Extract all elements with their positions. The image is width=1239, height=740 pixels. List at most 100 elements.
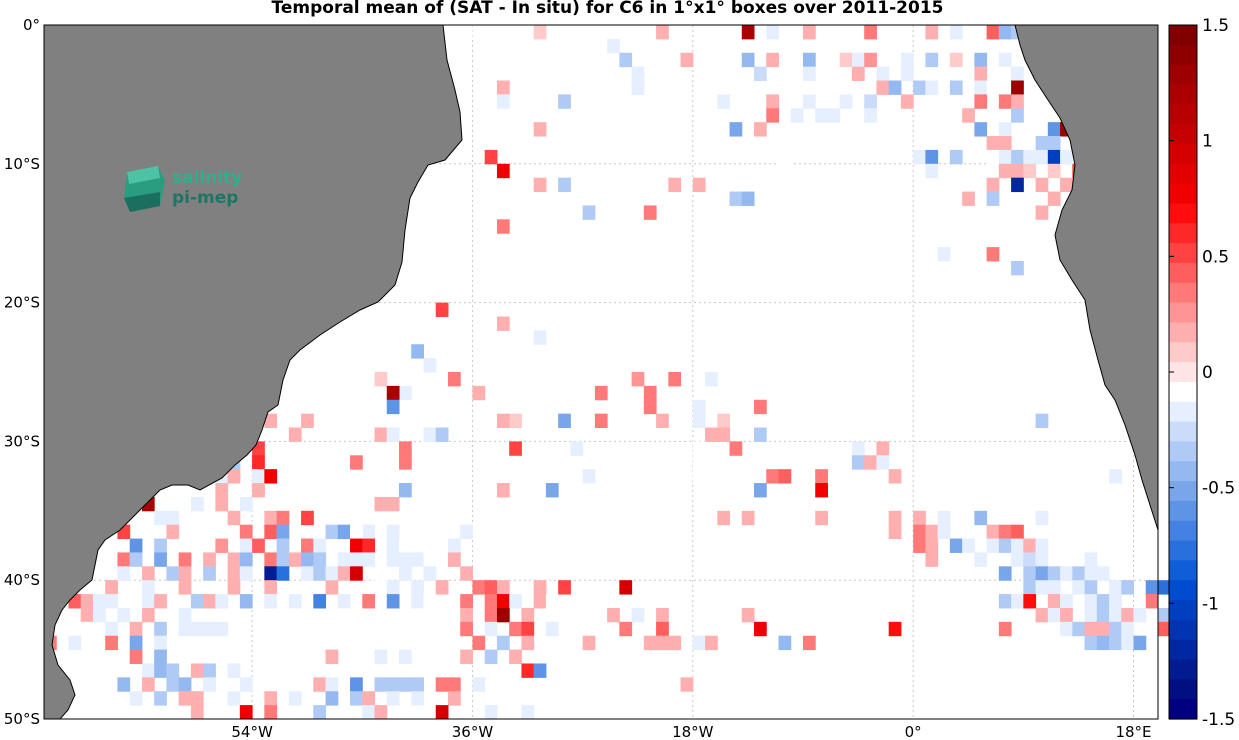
data-cell: [937, 524, 951, 540]
colorbar-swatch: [1169, 381, 1197, 403]
data-cell: [141, 594, 155, 609]
data-cell: [1060, 607, 1073, 623]
data-cell: [447, 372, 461, 387]
data-cell: [1023, 510, 1037, 526]
data-cell: [423, 594, 437, 609]
data-cell: [741, 52, 755, 68]
data-cell: [178, 566, 192, 581]
data-cell: [962, 538, 975, 553]
data-cell: [1047, 122, 1061, 137]
data-cell: [900, 52, 914, 68]
data-cell: [900, 94, 914, 109]
data-cell: [974, 510, 988, 526]
data-cell: [1023, 566, 1037, 581]
data-cell: [399, 552, 412, 567]
data-cell: [129, 538, 143, 553]
data-cell: [631, 80, 645, 95]
data-cell: [986, 538, 1000, 553]
data-cell: [815, 483, 828, 498]
data-cell: [411, 691, 424, 706]
lat-tick-label: 50°S: [4, 710, 40, 728]
data-cell: [1096, 594, 1110, 609]
data-cell: [974, 94, 988, 109]
data-cell: [864, 52, 877, 68]
data-cell: [533, 25, 547, 40]
data-cell: [288, 594, 302, 609]
data-cell: [447, 538, 461, 553]
data-cell: [937, 247, 951, 262]
data-cell: [1035, 607, 1049, 623]
colorbar-swatch: [1169, 560, 1197, 581]
colorbar-tick-label: 0: [1202, 363, 1213, 383]
data-cell: [986, 25, 1000, 40]
data-cell: [105, 580, 118, 595]
colorbar-swatch: [1169, 500, 1197, 522]
data-cell: [276, 538, 290, 553]
data-cell: [386, 427, 400, 442]
data-cell: [754, 621, 767, 637]
data-cell: [166, 663, 180, 678]
data-cell: [851, 455, 865, 470]
data-cell: [986, 149, 1000, 165]
data-cell: [227, 691, 241, 706]
data-cell: [521, 635, 535, 651]
data-cell: [1023, 594, 1037, 609]
data-cell: [619, 580, 633, 595]
data-cell: [717, 427, 731, 442]
data-cell: [729, 441, 743, 456]
data-cell: [998, 524, 1012, 540]
data-cell: [754, 483, 767, 498]
data-cell: [998, 149, 1012, 165]
data-cell: [1133, 607, 1147, 623]
data-cell: [594, 385, 608, 401]
data-cell: [949, 149, 963, 165]
data-cell: [301, 538, 314, 553]
data-cell: [1023, 163, 1037, 179]
colorbar-swatch: [1169, 163, 1197, 185]
data-cell: [264, 413, 278, 429]
data-cell: [925, 163, 939, 179]
data-cell: [129, 649, 143, 664]
data-cell: [974, 52, 988, 68]
data-cell: [533, 580, 547, 595]
data-cell: [692, 469, 706, 484]
data-cell: [643, 635, 657, 651]
colorbar-swatch: [1169, 540, 1197, 561]
data-cell: [631, 372, 645, 387]
data-cell: [754, 66, 767, 82]
data-cell: [496, 219, 510, 234]
data-cell: [337, 552, 351, 567]
data-cell: [717, 94, 731, 109]
data-cell: [1084, 594, 1098, 609]
data-cell: [986, 136, 1000, 151]
data-cell: [190, 621, 204, 637]
data-cell: [129, 635, 143, 651]
data-cell: [496, 635, 510, 651]
data-cell: [472, 580, 486, 595]
data-cell: [325, 649, 339, 664]
colorbar-swatch: [1169, 699, 1197, 720]
data-cell: [533, 594, 547, 609]
data-cell: [386, 691, 400, 706]
data-cell: [1011, 552, 1024, 567]
data-cell: [239, 677, 253, 692]
colorbar-tick-label: -1.5: [1202, 710, 1235, 730]
data-cell: [692, 455, 706, 470]
data-cell: [484, 580, 498, 595]
data-cell: [1035, 566, 1049, 581]
data-cell: [778, 469, 792, 484]
data-cell: [129, 621, 143, 637]
data-cell: [533, 122, 547, 137]
data-cell: [937, 510, 951, 526]
data-cell: [411, 552, 424, 567]
data-cell: [1158, 621, 1171, 637]
data-cell: [362, 705, 376, 720]
data-cell: [1072, 621, 1086, 637]
data-cell: [741, 191, 755, 206]
data-cell: [1011, 149, 1024, 165]
data-cell: [766, 52, 780, 68]
data-cell: [656, 621, 669, 637]
data-cell: [705, 635, 718, 651]
data-cell: [974, 80, 988, 95]
data-cell: [741, 25, 755, 40]
